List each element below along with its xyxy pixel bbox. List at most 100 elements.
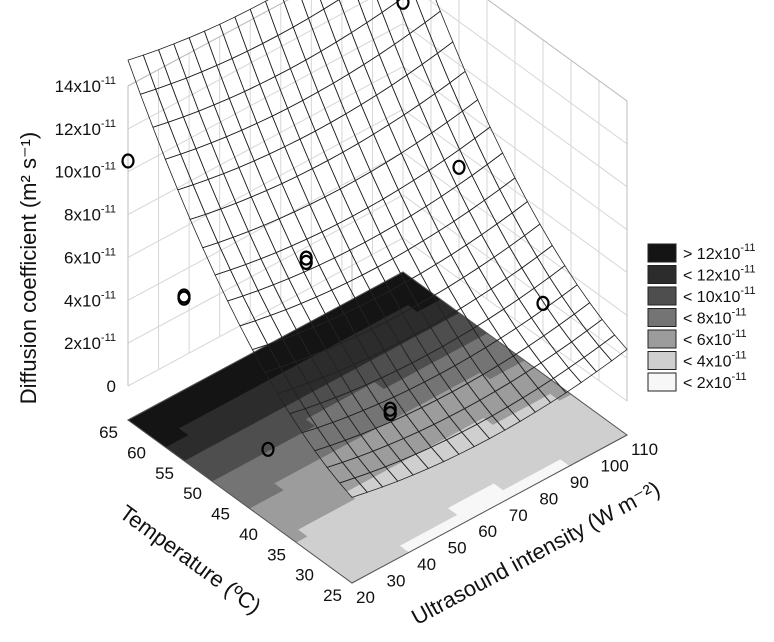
- surface-cell: [546, 295, 575, 326]
- observed-point: [452, 159, 466, 175]
- surface-cell: [573, 302, 603, 332]
- surface-cell: [443, 148, 473, 187]
- surface-cell: [142, 49, 172, 90]
- legend-swatch: [647, 243, 677, 263]
- surface-cell: [447, 276, 477, 309]
- y-axis-title: Temperature (ºC): [115, 500, 266, 619]
- surface-cell: [536, 244, 566, 278]
- y-tick-label: 60: [127, 443, 146, 462]
- wall-gridline: [127, 66, 628, 231]
- y-tick-label: 65: [99, 423, 118, 442]
- surface-cell: [182, 110, 212, 150]
- surface-cell: [437, 41, 466, 84]
- x-tick-label: 50: [448, 539, 467, 558]
- surface-cell: [301, 0, 325, 19]
- surface-cell: [241, 122, 270, 162]
- floor-border: [127, 271, 628, 584]
- surface-cell: [456, 174, 485, 212]
- surface-cell: [244, 83, 273, 124]
- x-tick-label: 40: [417, 555, 436, 574]
- legend-label: < 10x10-11: [683, 285, 755, 306]
- z-tick-label: 10x10-11: [55, 161, 116, 182]
- legend-swatch: [647, 372, 677, 392]
- z-tick-label: 12x10-11: [55, 118, 116, 139]
- surface-cell: [424, 10, 454, 54]
- legend-swatch: [647, 351, 677, 370]
- surface-cell: [493, 246, 523, 280]
- y-tick-label: 30: [295, 566, 314, 585]
- y-tick-label: 55: [155, 464, 174, 483]
- surface-cell: [220, 202, 250, 238]
- surface-cell: [543, 324, 573, 354]
- surface-cell: [320, 0, 340, 10]
- surface-cell: [478, 256, 508, 290]
- x-tick-label: 90: [570, 473, 589, 492]
- surface-cell: [173, 37, 203, 79]
- observed-point: [177, 290, 191, 306]
- observed-point: [536, 295, 550, 311]
- observed-points: [121, 0, 550, 457]
- surface-cell: [231, 50, 261, 93]
- surface-cell: [481, 223, 510, 258]
- observed-point: [299, 250, 313, 266]
- surface-cell: [198, 104, 227, 144]
- legend-label: < 8x10-11: [683, 307, 747, 328]
- surface-cell: [598, 334, 628, 362]
- surface-cell: [155, 83, 184, 123]
- observed-point: [261, 441, 275, 457]
- surface-cell: [475, 288, 505, 320]
- x-tick-label: 60: [478, 522, 497, 541]
- surface-cell: [503, 298, 532, 329]
- surface-cell: [246, 42, 276, 85]
- legend-swatch: [647, 329, 677, 349]
- z-tick-label: 14x10-11: [55, 75, 116, 96]
- response-surface: [127, 0, 628, 498]
- surface-cell: [219, 16, 248, 60]
- surface-cell: [188, 30, 218, 73]
- surface-cell: [167, 116, 197, 155]
- surface-cell: [239, 320, 269, 351]
- surface-cell: [201, 64, 230, 106]
- axis-ticks: 0 2x10-11 4x10-11 6x10-11 8x10-11 10x10-11 12x…: [55, 75, 659, 607]
- surface-cell: [487, 308, 517, 339]
- surface-cell: [561, 284, 591, 315]
- z-tick-label: 8x10-11: [64, 204, 116, 225]
- surface-cell: [508, 235, 538, 269]
- surface-cell: [265, 0, 294, 37]
- y-tick-label: 50: [183, 484, 202, 503]
- observed-point: [121, 153, 135, 169]
- observed-point: [383, 405, 397, 422]
- surface-cell: [338, 0, 368, 34]
- x-tick-label: 100: [600, 456, 628, 475]
- surface-cell: [515, 317, 545, 347]
- surface-cell: [139, 88, 169, 128]
- x-tick-label: 70: [509, 506, 528, 525]
- surface-cell: [282, 0, 309, 28]
- surface-cell: [170, 77, 200, 118]
- surface-cell: [152, 121, 182, 160]
- surface-cell: [511, 201, 541, 237]
- legend-label: < 6x10-11: [683, 328, 747, 349]
- surface-cell: [486, 152, 516, 190]
- y-tick-label: 40: [239, 525, 258, 544]
- surface-cell: [253, 153, 283, 192]
- surface-cell: [158, 43, 187, 85]
- z-tick-label: 4x10-11: [64, 289, 116, 310]
- surface-cell: [583, 345, 613, 373]
- surface-cell: [257, 284, 287, 316]
- surface-cell: [238, 160, 268, 198]
- legend-swatch: [647, 286, 677, 306]
- surface-cell: [127, 54, 157, 95]
- surface-cell: [548, 265, 578, 297]
- surface-cell: [415, 0, 441, 24]
- y-tick-label: 45: [211, 505, 230, 524]
- observed-point: [383, 401, 397, 417]
- surface-cell: [586, 318, 616, 347]
- surface-cell: [474, 126, 504, 166]
- x-tick-label: 80: [539, 489, 558, 508]
- legend-label: > 12x10-11: [683, 242, 755, 263]
- legend-label: < 2x10-11: [683, 371, 747, 392]
- surface-cell: [450, 244, 480, 278]
